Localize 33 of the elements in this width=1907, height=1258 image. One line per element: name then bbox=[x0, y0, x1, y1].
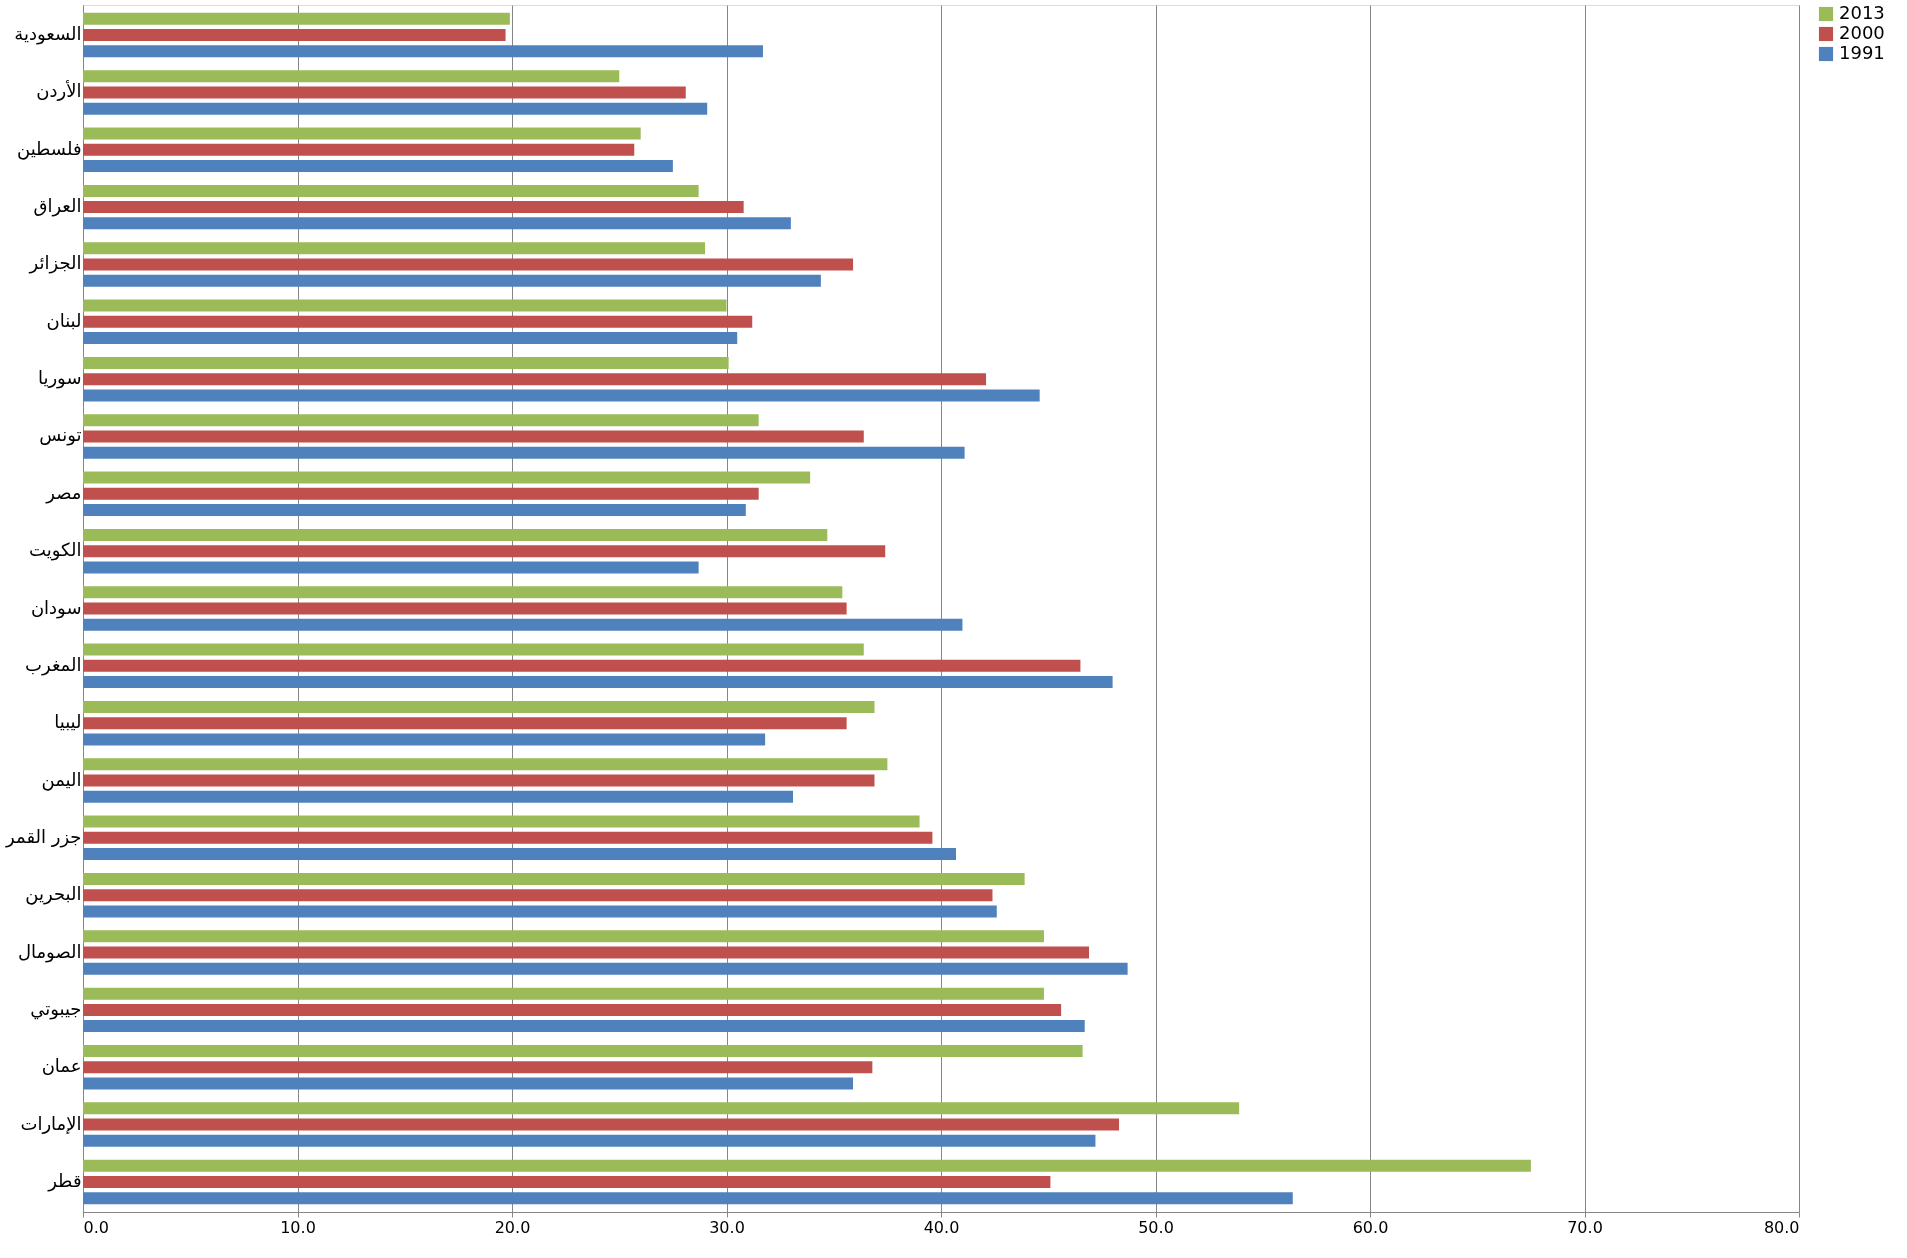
y-tick-label: اليمن bbox=[41, 768, 82, 791]
y-tick-label: البحرين bbox=[25, 883, 82, 906]
y-tick-label: السعودية bbox=[14, 23, 82, 46]
y-tick-label: قطر bbox=[47, 1169, 82, 1192]
y-tick-label: سوريا bbox=[37, 367, 82, 390]
y-tick-label: الكويت bbox=[29, 539, 82, 562]
x-tick-label: 50.0 bbox=[1138, 1217, 1174, 1237]
y-tick-label: الأردن bbox=[36, 80, 82, 102]
y-tick-label: سودان bbox=[30, 596, 82, 619]
legend-label: 1991 bbox=[1839, 42, 1885, 63]
legend-label: 2013 bbox=[1839, 2, 1885, 23]
x-tick-label: 60.0 bbox=[1352, 1217, 1389, 1237]
y-tick-label: لبنان bbox=[46, 309, 82, 331]
x-tick-label: 40.0 bbox=[923, 1217, 960, 1237]
x-tick-label: 20.0 bbox=[494, 1217, 531, 1237]
x-tick-label: 10.0 bbox=[280, 1217, 316, 1237]
y-tick-label: مصر bbox=[45, 481, 82, 504]
x-tick-label: 0.0 bbox=[83, 1217, 109, 1237]
y-tick-label: الصومال bbox=[17, 940, 82, 963]
y-tick-label: تونس bbox=[39, 424, 82, 447]
y-tick-label: الإمارات bbox=[20, 1112, 82, 1134]
y-tick-label: ليبيا bbox=[54, 711, 82, 733]
y-tick-label: عمان bbox=[41, 1055, 82, 1077]
x-tick-label: 30.0 bbox=[709, 1217, 745, 1237]
x-tick-label: 70.0 bbox=[1567, 1217, 1603, 1237]
y-tick-label: جزر القمر bbox=[5, 825, 82, 848]
y-tick-label: فلسطين bbox=[16, 137, 82, 160]
y-tick-label: جيبوتي bbox=[30, 997, 82, 1020]
x-tick-label: 80.0 bbox=[1763, 1217, 1800, 1237]
legend-label: 2000 bbox=[1839, 22, 1885, 43]
y-tick-label: المغرب bbox=[25, 653, 82, 676]
y-tick-label: الجزائر bbox=[28, 252, 82, 275]
y-tick-label: العراق bbox=[33, 195, 82, 218]
